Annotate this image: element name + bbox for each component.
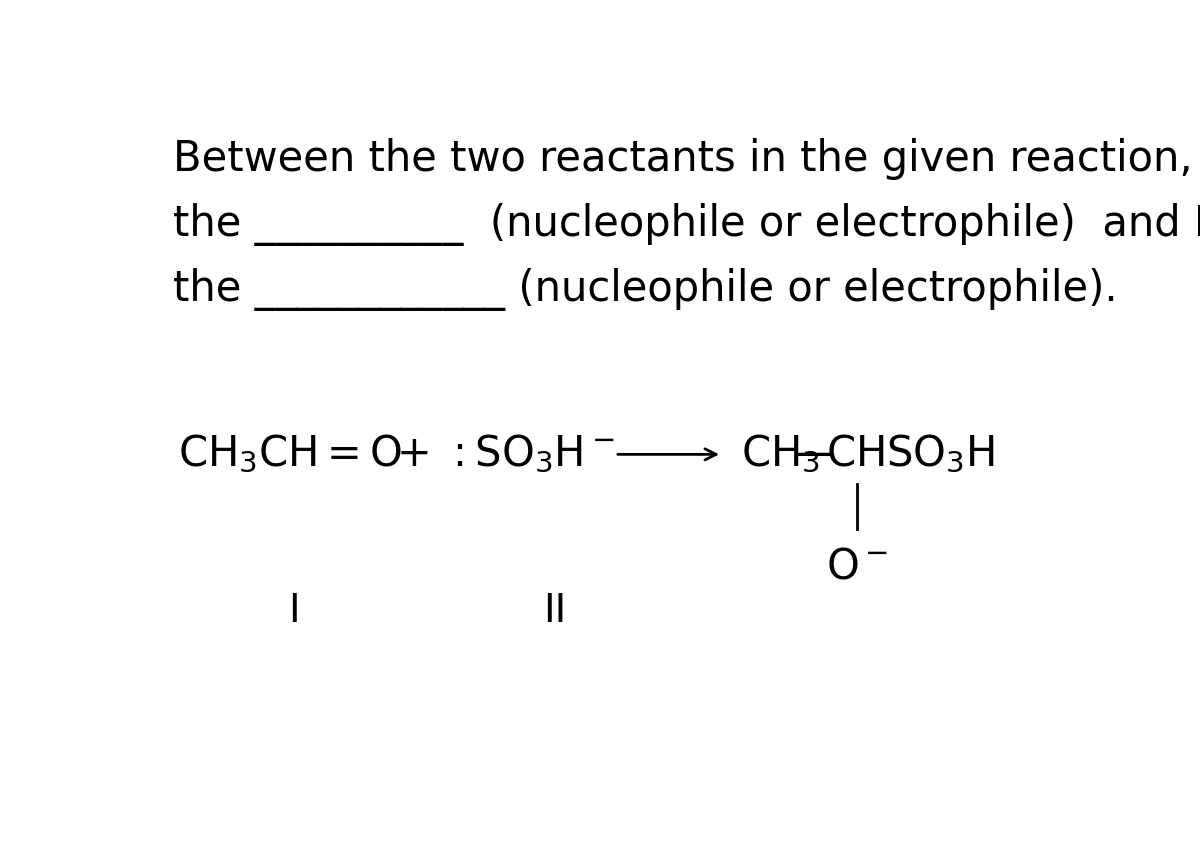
- Text: the ____________ (nucleophile or electrophile).: the ____________ (nucleophile or electro…: [173, 268, 1118, 311]
- Text: I: I: [288, 592, 300, 630]
- Text: the __________  (nucleophile or electrophile)  and II is: the __________ (nucleophile or electroph…: [173, 203, 1200, 246]
- Text: $\mathrm{+\ :SO_3H^-}$: $\mathrm{+\ :SO_3H^-}$: [396, 433, 616, 476]
- Text: $\mathrm{CH_3}$: $\mathrm{CH_3}$: [740, 433, 820, 476]
- Text: $\mathrm{CHSO_3H}$: $\mathrm{CHSO_3H}$: [826, 433, 995, 476]
- Text: $\mathrm{CH_3CH{=}O}$: $\mathrm{CH_3CH{=}O}$: [178, 433, 402, 476]
- Text: II: II: [542, 592, 566, 630]
- Text: —: —: [794, 433, 835, 476]
- Text: $\mathrm{O^-}$: $\mathrm{O^-}$: [826, 546, 888, 588]
- Text: Between the two reactants in the given reaction, I is: Between the two reactants in the given r…: [173, 137, 1200, 180]
